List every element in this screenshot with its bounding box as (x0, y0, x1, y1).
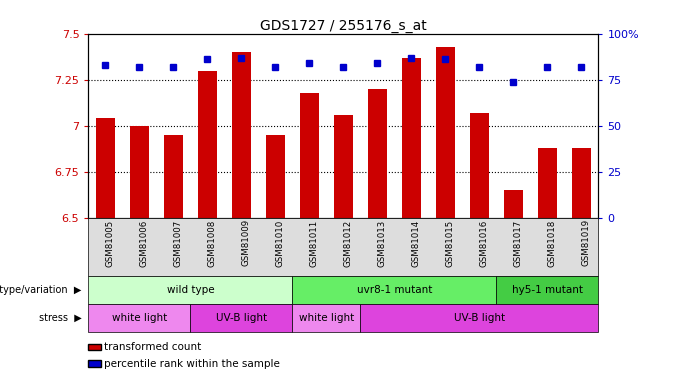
Bar (266, 135, 285, 218)
Bar (368, 89, 387, 218)
Text: stress  ▶: stress ▶ (39, 313, 82, 323)
Text: GSM81017: GSM81017 (513, 219, 522, 267)
Bar (130, 126, 149, 218)
Bar (436, 46, 455, 217)
Text: GSM81019: GSM81019 (581, 219, 590, 267)
Text: hy5-1 mutant: hy5-1 mutant (512, 285, 583, 295)
Text: GSM81007: GSM81007 (173, 219, 182, 267)
Bar (96, 118, 115, 218)
Bar (164, 135, 183, 218)
Bar (300, 93, 319, 218)
Text: uvr8-1 mutant: uvr8-1 mutant (357, 285, 432, 295)
Text: GSM81005: GSM81005 (105, 219, 114, 267)
Text: white light: white light (299, 313, 354, 323)
Bar (402, 58, 421, 217)
Bar (334, 115, 353, 218)
Text: GSM81006: GSM81006 (139, 219, 148, 267)
Text: GSM81008: GSM81008 (207, 219, 216, 267)
Text: GSM81010: GSM81010 (275, 219, 284, 267)
Bar (504, 190, 523, 217)
Text: GSM81013: GSM81013 (377, 219, 386, 267)
Text: transformed count: transformed count (104, 342, 201, 352)
Text: GSM81011: GSM81011 (309, 219, 318, 267)
Bar (572, 148, 591, 217)
Text: GSM81016: GSM81016 (479, 219, 488, 267)
Text: GSM81009: GSM81009 (241, 219, 250, 267)
Title: GDS1727 / 255176_s_at: GDS1727 / 255176_s_at (260, 19, 427, 33)
Bar (198, 70, 217, 217)
Text: genotype/variation  ▶: genotype/variation ▶ (0, 285, 82, 295)
Text: UV-B light: UV-B light (216, 313, 267, 323)
Text: wild type: wild type (167, 285, 214, 295)
Text: percentile rank within the sample: percentile rank within the sample (104, 359, 280, 369)
Text: UV-B light: UV-B light (454, 313, 505, 323)
Bar (538, 148, 557, 217)
Bar (232, 52, 251, 217)
Text: GSM81015: GSM81015 (445, 219, 454, 267)
Text: GSM81018: GSM81018 (547, 219, 556, 267)
Text: white light: white light (112, 313, 167, 323)
Text: GSM81014: GSM81014 (411, 219, 420, 267)
Bar (470, 113, 489, 218)
Text: GSM81012: GSM81012 (343, 219, 352, 267)
